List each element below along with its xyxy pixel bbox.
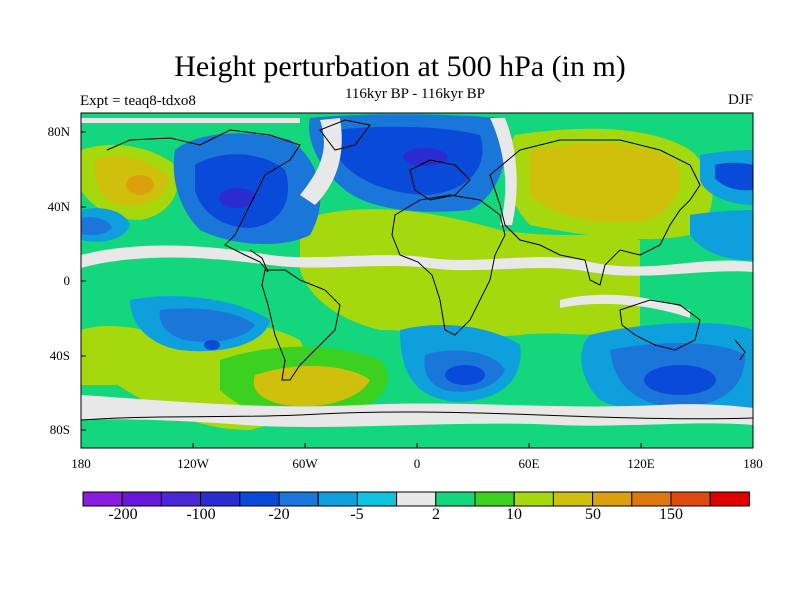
coast-europe [409, 159, 471, 201]
colorbar-box [239, 491, 280, 507]
coast-samerica [261, 269, 341, 381]
colorbar-label: -5 [350, 506, 364, 523]
colorbar-box [160, 491, 202, 507]
lat-tick-label: 80S [49, 422, 70, 437]
coast-australia [619, 299, 701, 351]
lon-tick-label: 120W [177, 456, 209, 471]
lat-tick-label: 0 [63, 273, 71, 288]
colorbar-label: 10 [506, 506, 522, 523]
field-west-neg2 [81, 217, 112, 236]
lon-tick-label: 0 [413, 456, 421, 471]
contour-field [81, 113, 753, 448]
colorbar-box [670, 491, 711, 507]
field-spac-neg3 [204, 340, 220, 350]
coast-newzealand [734, 339, 746, 361]
colorbar-box [200, 491, 241, 507]
colorbar-box [435, 491, 476, 507]
colorbar-box [631, 491, 672, 507]
colorbar-label: -200 [108, 506, 138, 523]
colorbar-box [278, 491, 319, 507]
field-epac-neg [690, 210, 753, 261]
field-asia-yellow [530, 143, 681, 223]
coast-asia [489, 139, 701, 286]
coast-greenland [319, 119, 371, 151]
field-neutral-top [81, 118, 300, 123]
lon-tick-label: 180 [71, 456, 91, 471]
field-neutral-eur [490, 118, 517, 225]
lon-tick-label: 60W [292, 456, 318, 471]
lat-tick-label: 40S [49, 348, 70, 363]
tick-marks [80, 131, 754, 448]
field-neutral-atl [300, 118, 342, 205]
field-positive-mid [300, 209, 640, 337]
season-label: DJF [727, 92, 753, 108]
experiment-label: Expt = teaq8-tdxo8 [80, 93, 196, 109]
field-spac-neg2 [159, 308, 255, 342]
colorbar-box [121, 491, 162, 507]
colorbar-box [317, 491, 358, 507]
colorbar-label: 150 [659, 506, 683, 523]
field-neutral-eq [81, 245, 753, 276]
colorbar-box [552, 491, 594, 507]
lon-tick-label: 180 [743, 456, 763, 471]
coast-antarctica [81, 411, 753, 421]
field-ne-neg2 [715, 162, 753, 191]
plot-title: Height perturbation at 500 hPa (in m) [174, 50, 626, 83]
lat-tick-label: 80N [47, 124, 70, 139]
field-spac-east-neg3 [644, 365, 716, 395]
field-sind-neg3 [445, 365, 485, 385]
field-neutral-south [81, 395, 753, 427]
coast-namerica [106, 129, 301, 273]
colorbar-box [592, 491, 633, 507]
lon-tick-label: 120E [627, 456, 655, 471]
coast-africa [391, 194, 506, 336]
lat-tick-label: 40N [47, 199, 70, 214]
colorbar-label: -100 [186, 506, 216, 523]
colorbar-label: -20 [268, 506, 290, 523]
colorbar-box [513, 491, 554, 507]
field-neutral-ind [560, 294, 690, 318]
colorbar-box [474, 491, 515, 507]
colorbar-box [396, 491, 437, 507]
field-pacific-orange [126, 175, 154, 195]
lon-tick-label: 60E [518, 456, 540, 471]
colorbar-label: 50 [585, 506, 601, 523]
plot-subtitle: 116kyr BP - 116kyr BP [344, 86, 485, 102]
colorbar-box [709, 491, 750, 507]
coastlines [81, 119, 753, 421]
colorbar-box [356, 491, 398, 507]
colorbar-label: 2 [432, 506, 440, 523]
field-namerica-neg3 [219, 188, 255, 208]
colorbar-box [82, 491, 123, 507]
